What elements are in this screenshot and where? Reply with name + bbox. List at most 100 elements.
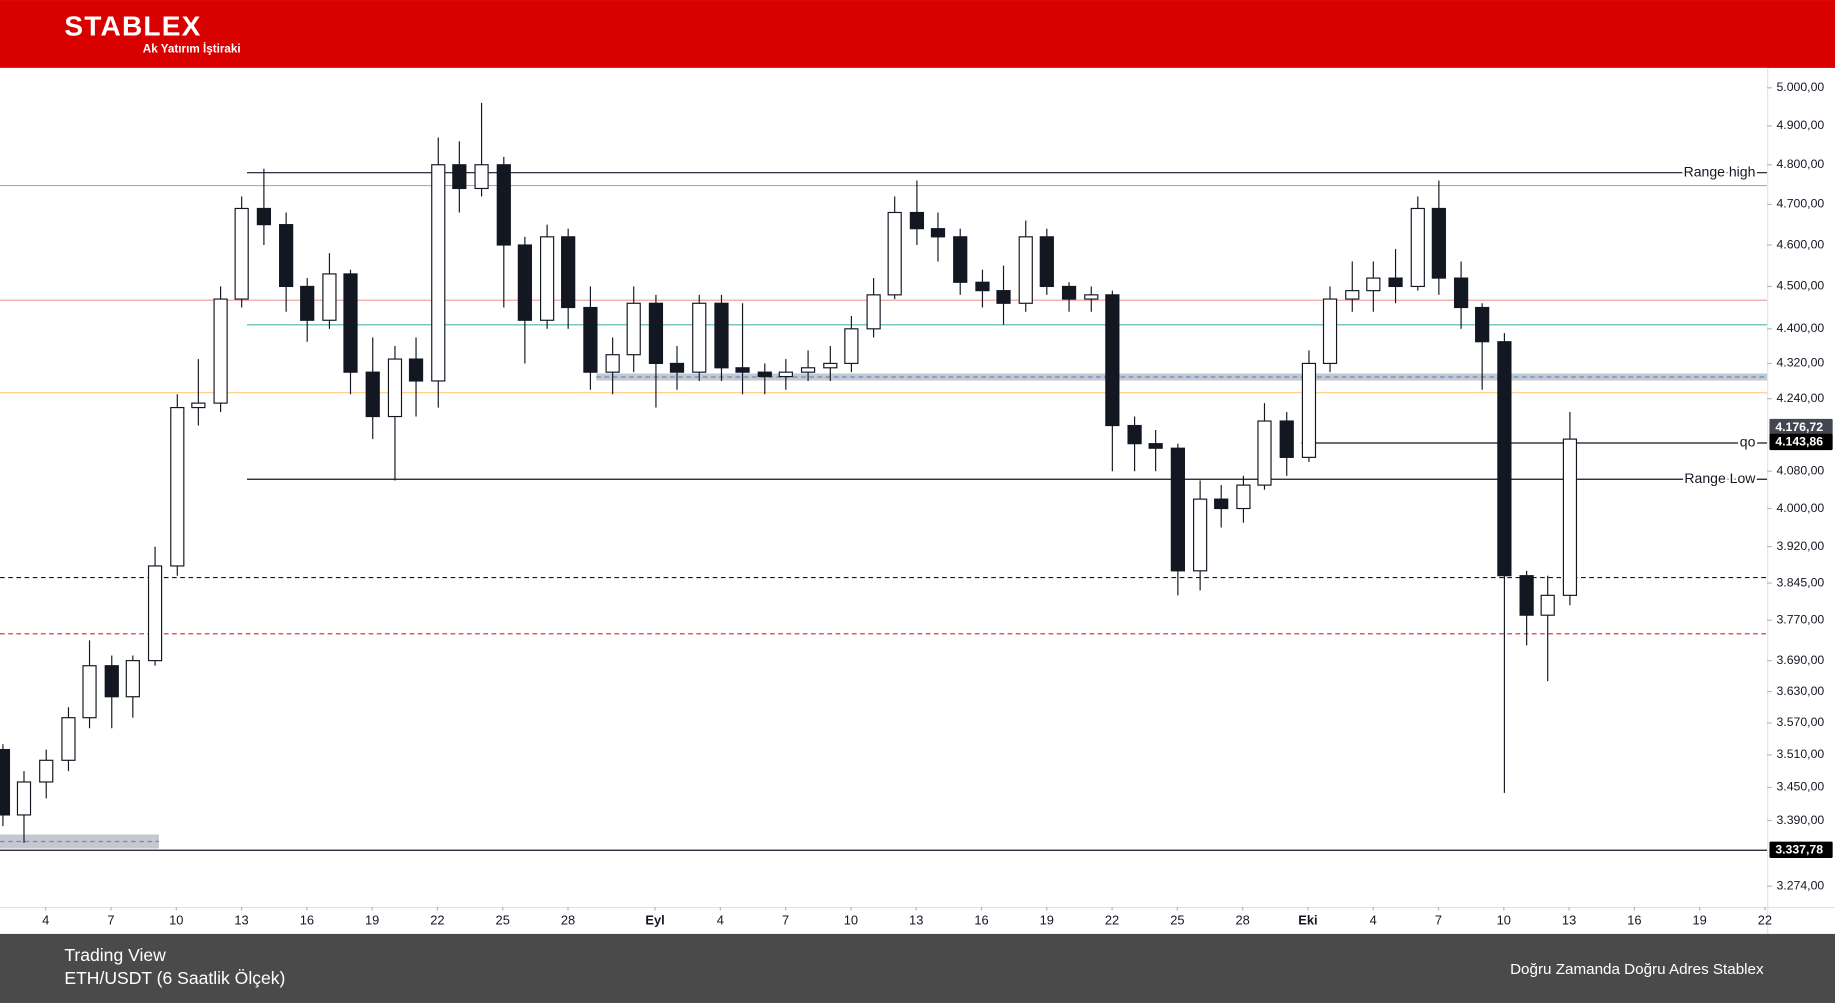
y-tick-label: 4.800,00 bbox=[1776, 157, 1824, 171]
y-tick-label: 4.000,00 bbox=[1776, 501, 1824, 515]
candle-body bbox=[823, 362, 838, 369]
x-tick-label: 22 bbox=[1758, 912, 1772, 927]
candle-body bbox=[431, 164, 446, 382]
candle-body bbox=[474, 164, 489, 190]
candle-body bbox=[517, 244, 532, 321]
candle-body bbox=[125, 660, 140, 698]
plot-area bbox=[0, 67, 1768, 908]
candle-body bbox=[1148, 443, 1163, 449]
candle-body bbox=[930, 228, 946, 238]
x-tick-label: 10 bbox=[844, 912, 858, 927]
candle-body bbox=[234, 207, 249, 300]
y-tick-label: 3.510,00 bbox=[1776, 747, 1824, 761]
x-tick-label: 16 bbox=[974, 912, 988, 927]
price-label-box bbox=[1769, 841, 1833, 858]
candle-body bbox=[365, 371, 380, 418]
y-tick-label: 3.630,00 bbox=[1776, 684, 1824, 698]
brand: STABLEX bbox=[64, 11, 201, 42]
candle-body bbox=[1366, 277, 1381, 292]
y-tick-label: 4.240,00 bbox=[1776, 391, 1824, 405]
candle-body bbox=[1388, 277, 1403, 288]
x-tick-label: 19 bbox=[1040, 912, 1054, 927]
candle-body bbox=[1540, 594, 1555, 616]
x-tick-label: 16 bbox=[300, 912, 314, 927]
plot: Range high qo Range Low bbox=[0, 102, 1768, 851]
candle-body bbox=[191, 402, 206, 409]
candle-body bbox=[1301, 362, 1317, 458]
candle-body bbox=[1084, 294, 1099, 300]
candle-body bbox=[1127, 424, 1142, 445]
candle-body bbox=[147, 565, 163, 662]
x-tick-label: 4 bbox=[717, 912, 724, 927]
candle-body bbox=[844, 328, 859, 365]
footer-source: Trading View bbox=[64, 945, 166, 965]
x-tick-label: 13 bbox=[1562, 912, 1576, 927]
candle-body bbox=[626, 302, 641, 356]
candle-body bbox=[387, 358, 403, 418]
candle-body bbox=[16, 781, 32, 816]
candle-body bbox=[104, 665, 119, 698]
x-tick-label: 28 bbox=[561, 912, 575, 927]
candle-body bbox=[452, 164, 467, 190]
footer-slogan: Doğru Zamanda Doğru Adres Stablex bbox=[1510, 961, 1764, 978]
y-tick-label: 4.320,00 bbox=[1776, 356, 1824, 370]
y-tick-label: 4.600,00 bbox=[1776, 237, 1824, 251]
y-tick-label: 4.700,00 bbox=[1776, 197, 1824, 211]
candle-body bbox=[322, 273, 337, 321]
price-label-box bbox=[1769, 418, 1833, 436]
candle-body bbox=[669, 362, 685, 373]
candle-body bbox=[757, 371, 772, 378]
candle-body bbox=[170, 406, 185, 567]
candle-body bbox=[39, 759, 54, 783]
x-tick-label: 10 bbox=[169, 912, 183, 927]
y-tick-label: 4.900,00 bbox=[1776, 118, 1824, 132]
price-label-box bbox=[1769, 433, 1833, 451]
y-tick-label: 4.500,00 bbox=[1776, 279, 1824, 293]
y-tick-label: 3.450,00 bbox=[1776, 780, 1824, 794]
x-tick-label: 13 bbox=[909, 912, 923, 927]
candle-body bbox=[800, 367, 816, 373]
x-tick-label: 4 bbox=[1370, 912, 1377, 927]
candle-body bbox=[1061, 285, 1077, 300]
candle-body bbox=[692, 302, 707, 373]
candle-body bbox=[1214, 498, 1229, 510]
level-label: Range high bbox=[1684, 163, 1756, 179]
candle-body bbox=[561, 236, 576, 309]
candle-body bbox=[1257, 420, 1272, 486]
y-tick-label: 5.000,00 bbox=[1776, 80, 1824, 94]
y-tick-label: 3.570,00 bbox=[1776, 715, 1824, 729]
candle-body bbox=[1410, 207, 1425, 288]
y-tick-label: 4.080,00 bbox=[1776, 463, 1824, 477]
candle-body bbox=[0, 748, 11, 816]
candle-body bbox=[953, 236, 968, 283]
candle-body bbox=[1279, 420, 1294, 458]
candle-body bbox=[1170, 447, 1186, 572]
candle-body bbox=[496, 164, 511, 246]
x-tick-label: 19 bbox=[1693, 912, 1707, 927]
footer-bar bbox=[0, 933, 1835, 1003]
x-tick-label: 16 bbox=[1627, 912, 1641, 927]
candle-body bbox=[1345, 290, 1360, 300]
y-tick-label: 3.690,00 bbox=[1776, 653, 1824, 667]
price-label: 4.143,86 bbox=[1775, 435, 1823, 449]
candle-body bbox=[279, 224, 294, 288]
candle-body bbox=[735, 367, 750, 373]
header-bar bbox=[0, 0, 1835, 68]
candle-body bbox=[887, 211, 902, 296]
candle-body bbox=[1322, 298, 1338, 365]
candle-body bbox=[996, 290, 1011, 304]
candle-body bbox=[1497, 341, 1512, 577]
price-label: 4.176,72 bbox=[1775, 420, 1823, 434]
x-tick-label: 28 bbox=[1235, 912, 1249, 927]
x-tick-label: 7 bbox=[107, 912, 114, 927]
candle-body bbox=[1236, 484, 1251, 510]
candle-body bbox=[1018, 236, 1033, 304]
x-tick-label: 25 bbox=[1170, 912, 1184, 927]
candle-body bbox=[1105, 294, 1120, 427]
x-tick-label: 4 bbox=[42, 912, 49, 927]
level-label: qo bbox=[1740, 434, 1756, 450]
x-tick-label: 25 bbox=[496, 912, 510, 927]
x-tick-label: 10 bbox=[1497, 912, 1511, 927]
candle-body bbox=[909, 211, 925, 230]
